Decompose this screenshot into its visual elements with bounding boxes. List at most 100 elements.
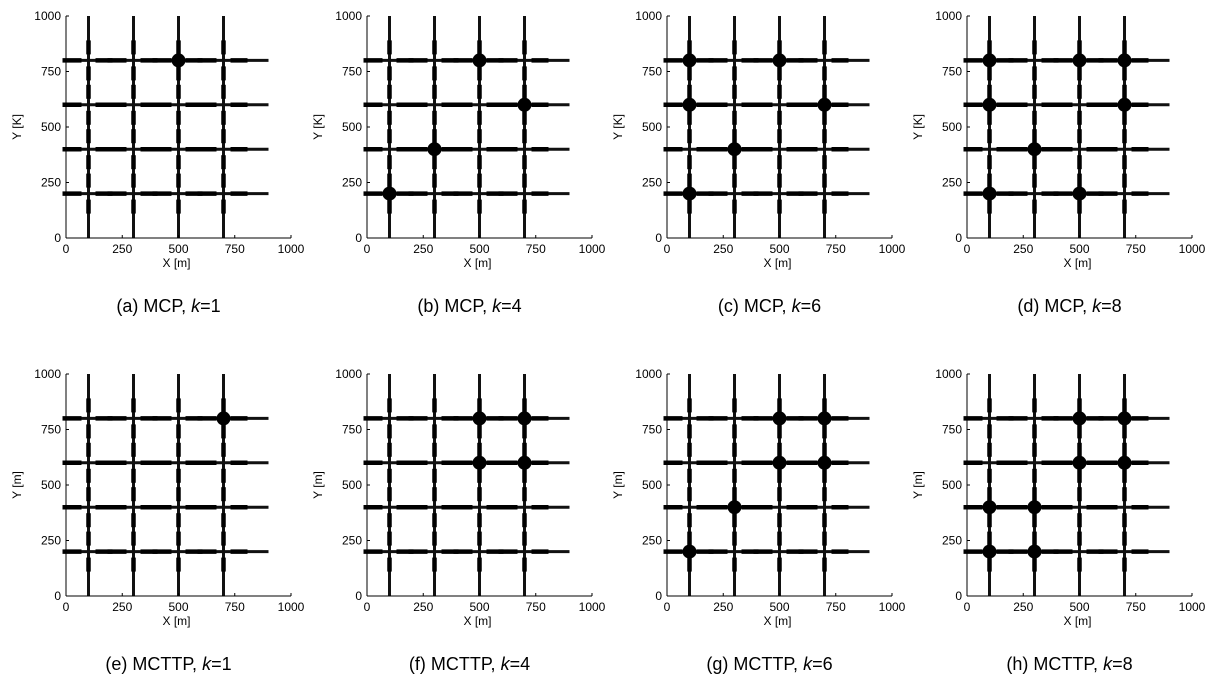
y-tick-label: 500 (41, 478, 61, 492)
data-point (382, 186, 397, 201)
y-axis-label: Y [m] (311, 471, 325, 499)
panel-caption: (h) MCTTP, k=8 (1006, 654, 1132, 674)
y-tick-label: 1000 (34, 367, 61, 381)
y-axis-label: Y [K] (10, 114, 24, 140)
y-tick-label: 0 (955, 589, 962, 603)
y-tick-label: 1000 (935, 9, 962, 23)
panel-caption: (f) MCTTP, k=4 (409, 654, 530, 674)
data-point (727, 142, 742, 157)
data-point (427, 142, 442, 157)
data-point (1027, 500, 1042, 515)
y-tick-label: 0 (655, 589, 662, 603)
x-tick-label: 1000 (1179, 600, 1206, 614)
x-tick-label: 0 (664, 242, 671, 256)
data-point (1117, 53, 1132, 68)
y-tick-label: 500 (342, 120, 362, 134)
data-point (1072, 411, 1087, 426)
x-tick-label: 250 (112, 600, 132, 614)
y-axis-label: Y [m] (10, 471, 24, 499)
data-point (682, 186, 697, 201)
panel-caption: (a) MCP, k=1 (116, 296, 220, 316)
panel-caption: (c) MCP, k=6 (718, 296, 821, 316)
chart-panel: 0 250 500 750 1000 0 250 500 750 1000 X [m] Y [K] (a… (10, 9, 305, 316)
y-tick-label: 250 (942, 534, 962, 548)
y-tick-label: 0 (355, 231, 362, 245)
y-tick-label: 1000 (335, 9, 362, 23)
data-point (1117, 97, 1132, 112)
x-axis-label: X [m] (1063, 256, 1091, 270)
x-tick-label: 1000 (278, 242, 305, 256)
y-tick-label: 250 (41, 534, 61, 548)
y-axis-label: Y [K] (311, 114, 325, 140)
panel-caption: (b) MCP, k=4 (417, 296, 521, 316)
y-tick-label: 750 (642, 423, 662, 437)
panel-caption: (e) MCTTP, k=1 (105, 654, 231, 674)
y-tick-label: 750 (41, 65, 61, 79)
chart-panel: 0 250 500 750 1000 0 250 500 750 1000 X [m] Y [K] (b… (311, 9, 606, 316)
x-tick-label: 0 (664, 600, 671, 614)
data-point (772, 53, 787, 68)
x-axis-label: X [m] (463, 256, 491, 270)
y-tick-label: 500 (642, 478, 662, 492)
x-tick-label: 250 (413, 600, 433, 614)
x-tick-label: 250 (713, 242, 733, 256)
data-point (982, 186, 997, 201)
data-point (982, 53, 997, 68)
data-point (817, 455, 832, 470)
x-tick-label: 500 (469, 242, 489, 256)
data-point (682, 97, 697, 112)
data-point (727, 500, 742, 515)
x-tick-label: 500 (769, 600, 789, 614)
data-point (982, 97, 997, 112)
x-tick-label: 500 (168, 600, 188, 614)
y-tick-label: 250 (342, 176, 362, 190)
x-tick-label: 250 (1013, 242, 1033, 256)
data-point (682, 544, 697, 559)
data-point (472, 455, 487, 470)
data-point (1072, 455, 1087, 470)
x-tick-label: 0 (964, 600, 971, 614)
data-point (982, 500, 997, 515)
y-tick-label: 0 (54, 589, 61, 603)
x-axis-label: X [m] (463, 614, 491, 628)
y-tick-label: 750 (342, 65, 362, 79)
x-tick-label: 250 (413, 242, 433, 256)
y-tick-label: 750 (342, 423, 362, 437)
data-point (772, 411, 787, 426)
y-axis-label: Y [m] (611, 471, 625, 499)
chart-panel: 0 250 500 750 1000 0 250 500 750 1000 X [m] Y [m] (g… (611, 367, 906, 674)
x-tick-label: 750 (1126, 600, 1146, 614)
x-tick-label: 500 (769, 242, 789, 256)
y-tick-label: 500 (942, 478, 962, 492)
x-tick-label: 750 (1126, 242, 1146, 256)
x-tick-label: 750 (225, 242, 245, 256)
data-point (772, 455, 787, 470)
data-point (472, 411, 487, 426)
x-tick-label: 250 (1013, 600, 1033, 614)
x-tick-label: 1000 (879, 600, 906, 614)
y-tick-label: 750 (942, 423, 962, 437)
x-tick-label: 250 (112, 242, 132, 256)
y-axis-label: Y [K] (911, 114, 925, 140)
y-tick-label: 750 (642, 65, 662, 79)
x-tick-label: 1000 (579, 600, 606, 614)
x-tick-label: 500 (168, 242, 188, 256)
x-tick-label: 500 (1069, 600, 1089, 614)
x-axis-label: X [m] (763, 614, 791, 628)
x-tick-label: 1000 (579, 242, 606, 256)
x-tick-label: 250 (713, 600, 733, 614)
data-point (517, 455, 532, 470)
x-tick-label: 750 (826, 242, 846, 256)
y-tick-label: 500 (342, 478, 362, 492)
x-tick-label: 0 (364, 600, 371, 614)
data-point (171, 53, 186, 68)
x-tick-label: 0 (964, 242, 971, 256)
x-tick-label: 0 (364, 242, 371, 256)
x-tick-label: 500 (1069, 242, 1089, 256)
data-point (1117, 411, 1132, 426)
y-tick-label: 1000 (335, 367, 362, 381)
data-point (517, 411, 532, 426)
y-tick-label: 0 (54, 231, 61, 245)
chart-panel: 0 250 500 750 1000 0 250 500 750 1000 X [m] Y [K] (c… (611, 9, 906, 316)
